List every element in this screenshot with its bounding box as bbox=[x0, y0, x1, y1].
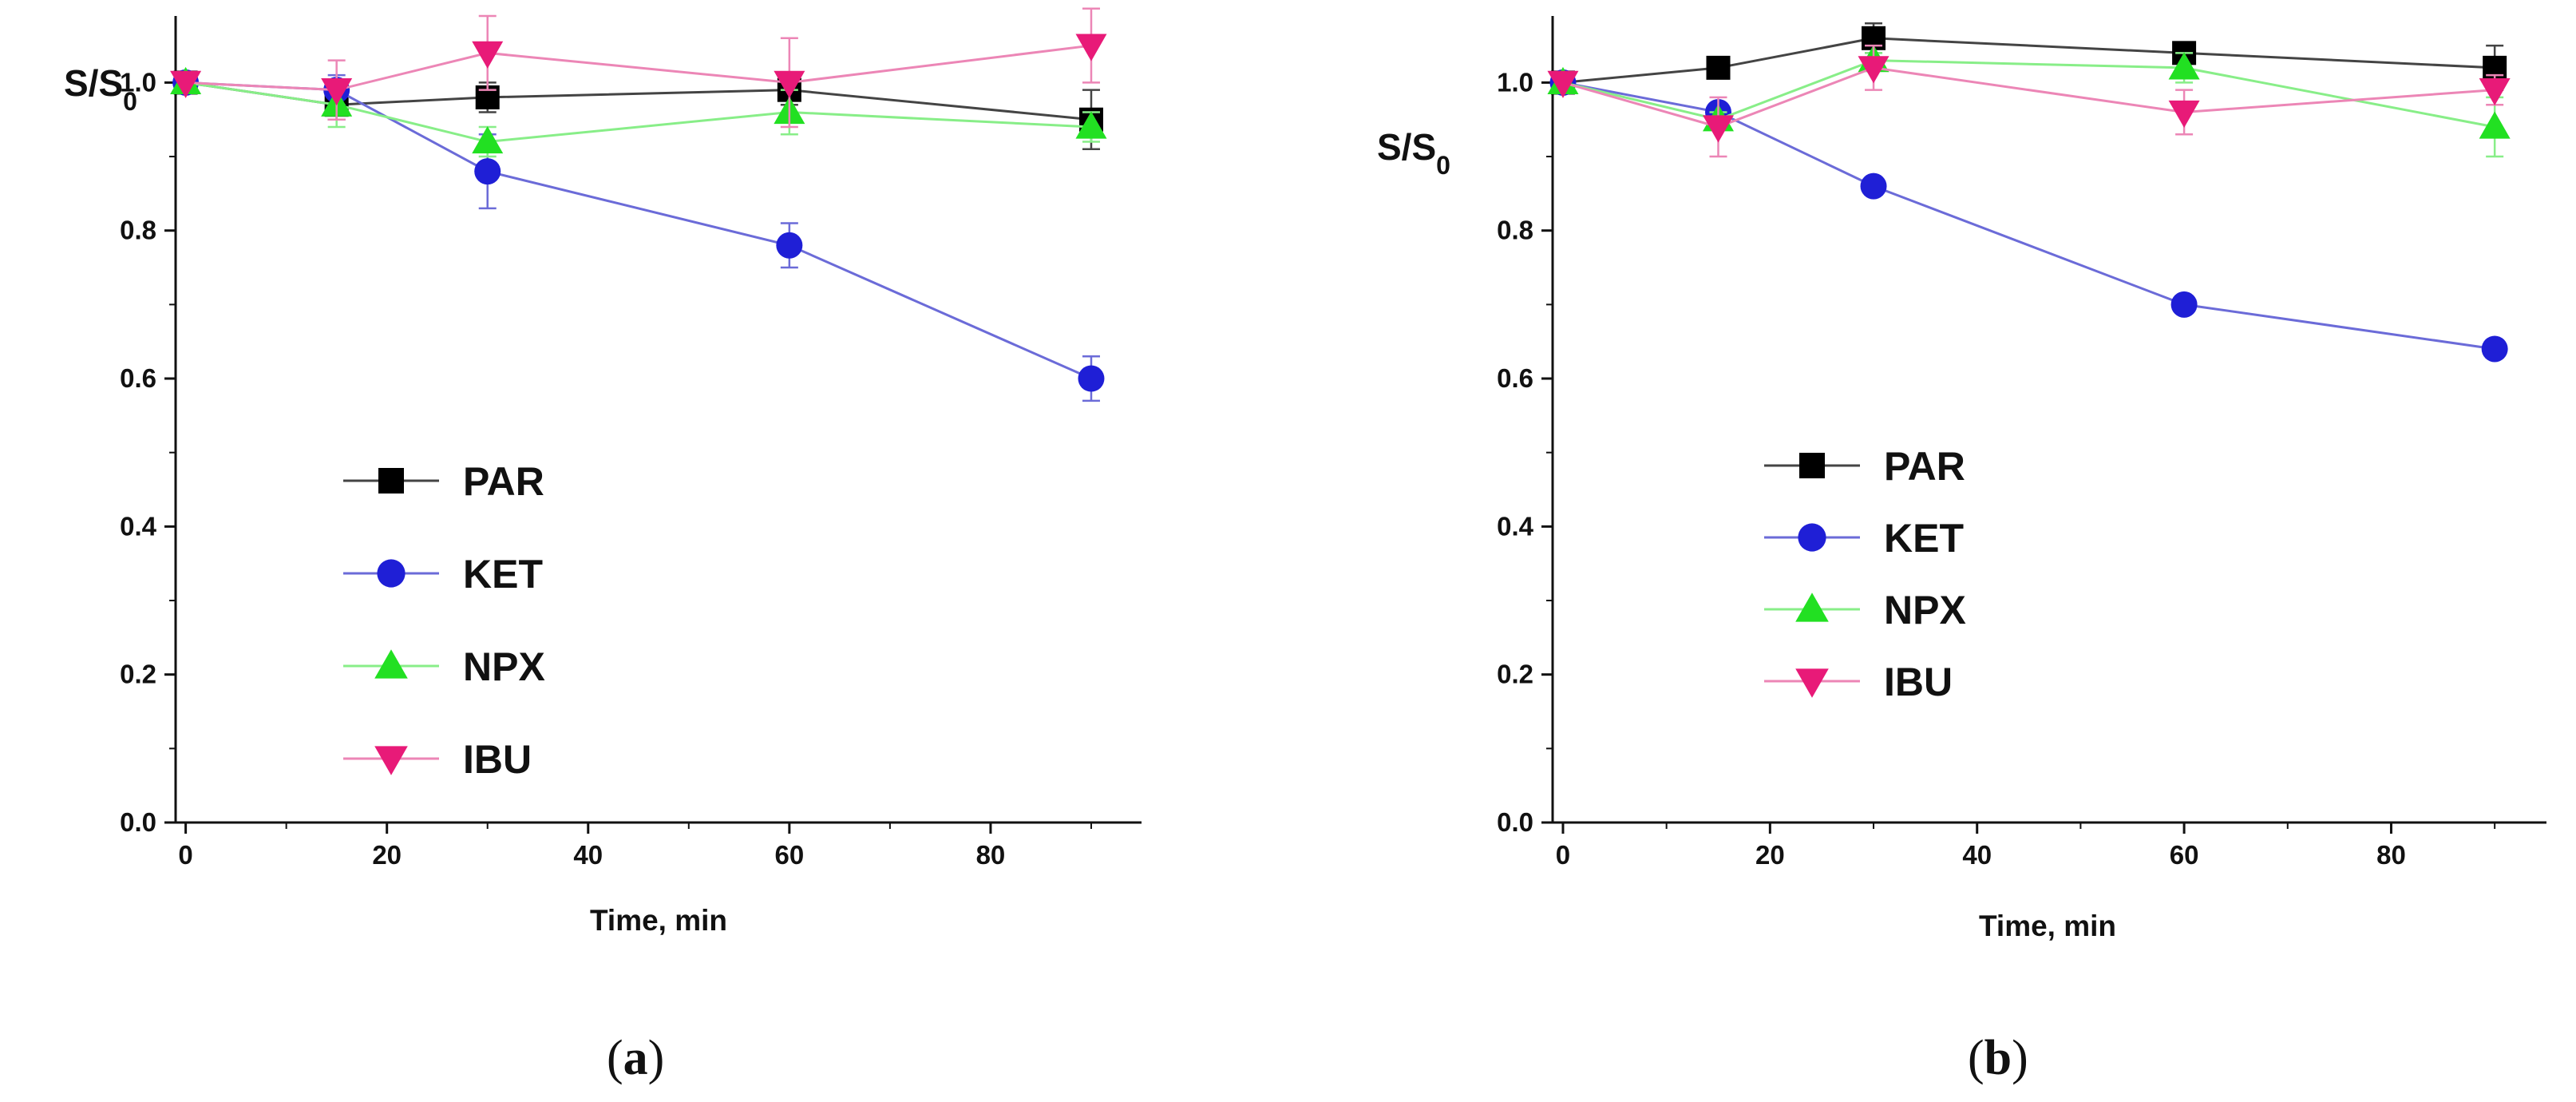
legend-marker bbox=[1799, 453, 1825, 478]
panel-label-open: ( bbox=[1968, 1031, 1984, 1085]
x-tick-label: 40 bbox=[1962, 840, 1992, 870]
x-tick-label: 60 bbox=[2170, 840, 2199, 870]
legend-marker bbox=[1798, 523, 1826, 552]
series-line bbox=[1562, 66, 2495, 129]
x-tick-label: 80 bbox=[976, 840, 1006, 870]
data-point bbox=[2168, 52, 2200, 80]
series-line bbox=[1562, 37, 2495, 84]
legend-entry-npx: NPX bbox=[1764, 588, 1966, 632]
x-tick-label: 80 bbox=[2376, 840, 2406, 870]
y-axis-label: S/S0 bbox=[64, 62, 137, 116]
y-tick-label: 0.0 bbox=[1497, 807, 1533, 837]
y-axis-label-subscript: 0 bbox=[1436, 151, 1450, 180]
x-axis-label: Time, min bbox=[1979, 910, 2116, 942]
legend-entry-ket: KET bbox=[343, 552, 543, 597]
data-point bbox=[472, 126, 504, 154]
series-line bbox=[185, 44, 1092, 92]
legend-label: IBU bbox=[1884, 660, 1953, 704]
panel-label-letter: a bbox=[623, 1031, 648, 1085]
data-point bbox=[1547, 70, 1579, 98]
x-tick-label: 60 bbox=[774, 840, 804, 870]
x-tick-label: 20 bbox=[372, 840, 402, 870]
legend-marker bbox=[377, 559, 406, 588]
panel-label-close: ) bbox=[648, 1031, 665, 1085]
data-point bbox=[474, 158, 501, 185]
legend-label: KET bbox=[463, 552, 543, 597]
legend-entry-par: PAR bbox=[1764, 444, 1965, 489]
panel-label-letter: b bbox=[1984, 1031, 2012, 1085]
series-ket bbox=[172, 69, 1105, 402]
data-point bbox=[776, 232, 803, 259]
data-point bbox=[1078, 365, 1105, 392]
y-tick-label: 0.2 bbox=[120, 660, 156, 689]
panel-label: (a) bbox=[607, 1031, 664, 1085]
series-ibu bbox=[170, 7, 1107, 129]
y-axis-label-subscript: 0 bbox=[123, 87, 137, 116]
data-point bbox=[170, 70, 202, 98]
legend-marker bbox=[378, 468, 404, 494]
data-point bbox=[2479, 111, 2511, 139]
legend-entry-par: PAR bbox=[343, 459, 544, 504]
legend-entry-npx: NPX bbox=[343, 644, 545, 689]
series-par bbox=[173, 70, 1103, 151]
legend-label: KET bbox=[1884, 516, 1964, 561]
legend-marker bbox=[374, 746, 408, 775]
series-line bbox=[185, 81, 1092, 144]
y-tick-label: 0.4 bbox=[120, 511, 157, 541]
x-tick-label: 20 bbox=[1755, 840, 1785, 870]
data-point bbox=[2170, 291, 2198, 318]
legend-label: PAR bbox=[463, 459, 544, 504]
data-point bbox=[1860, 172, 1887, 200]
legend-entry-ibu: IBU bbox=[1764, 660, 1953, 704]
data-point bbox=[2479, 78, 2511, 106]
series-ibu bbox=[1547, 44, 2511, 158]
y-tick-label: 0.6 bbox=[1497, 363, 1533, 393]
legend-label: NPX bbox=[463, 644, 545, 689]
data-point bbox=[1858, 56, 1889, 84]
panel-label: (b) bbox=[1968, 1031, 2028, 1085]
data-point bbox=[1075, 111, 1107, 139]
legend-label: IBU bbox=[463, 737, 532, 782]
x-tick-label: 0 bbox=[1556, 840, 1570, 870]
x-tick-label: 40 bbox=[573, 840, 603, 870]
data-point bbox=[2481, 335, 2508, 363]
y-tick-label: 0.2 bbox=[1497, 660, 1533, 689]
y-tick-label: 0.0 bbox=[120, 807, 156, 837]
y-tick-label: 0.8 bbox=[1497, 216, 1533, 245]
data-point bbox=[1706, 55, 1731, 80]
data-point bbox=[774, 70, 805, 98]
legend-entry-ibu: IBU bbox=[343, 737, 532, 782]
data-point bbox=[1703, 115, 1734, 143]
data-point bbox=[2168, 100, 2200, 128]
panel-label-close: ) bbox=[2012, 1031, 2028, 1085]
y-tick-label: 0.8 bbox=[120, 216, 156, 245]
legend-marker bbox=[374, 649, 408, 679]
data-point bbox=[472, 41, 504, 69]
x-axis-label: Time, min bbox=[590, 904, 727, 937]
legend-label: NPX bbox=[1884, 588, 1966, 632]
y-tick-label: 0.4 bbox=[1497, 511, 1534, 541]
y-tick-label: 0.6 bbox=[120, 363, 156, 393]
y-axis-label-main: S/S bbox=[1377, 126, 1436, 168]
panel-label-open: ( bbox=[607, 1031, 623, 1085]
legend-entry-ket: KET bbox=[1764, 516, 1964, 561]
series-par bbox=[1550, 22, 2507, 95]
y-axis-label: S/S0 bbox=[1377, 126, 1450, 180]
x-tick-label: 0 bbox=[178, 840, 192, 870]
data-point bbox=[321, 78, 353, 106]
y-axis-label-main: S/S bbox=[64, 62, 123, 104]
series-npx bbox=[170, 66, 1107, 158]
legend-marker bbox=[1795, 668, 1829, 698]
legend-marker bbox=[1795, 593, 1829, 622]
y-tick-label: 1.0 bbox=[1497, 67, 1533, 97]
y-tick-label: 1.0 bbox=[120, 67, 156, 97]
legend-label: PAR bbox=[1884, 444, 1965, 489]
data-point bbox=[1075, 34, 1107, 61]
